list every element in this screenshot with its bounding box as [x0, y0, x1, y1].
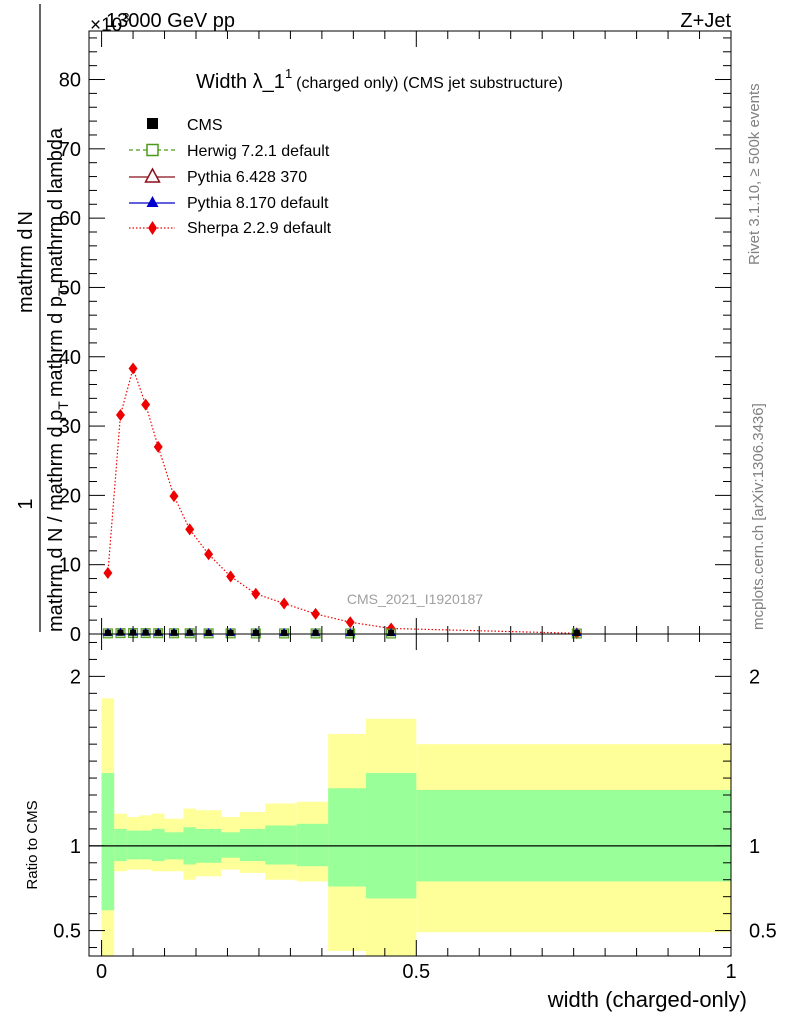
sherpa-point — [204, 548, 214, 561]
sherpa-point — [103, 567, 113, 580]
x-axis-label: width (charged-only) — [547, 987, 747, 1012]
legend-pythia8: Pythia 8.170 default — [129, 195, 329, 212]
legend-herwig-label: Herwig 7.2.1 default — [187, 143, 330, 160]
y-tick-label: 40 — [59, 347, 81, 369]
ratio-y-tick-label-right: 0.5 — [749, 921, 777, 943]
cms-point — [170, 629, 177, 636]
main-x-ticks — [101, 31, 732, 634]
sherpa-point — [115, 408, 125, 421]
sherpa-point — [141, 398, 151, 411]
legend-pythia8-label: Pythia 8.170 default — [187, 195, 329, 212]
cms-point — [388, 630, 395, 636]
ratio-bands — [101, 698, 731, 956]
cms-point — [117, 629, 124, 636]
cms-point — [130, 629, 137, 636]
header-exponent-power: 3 — [122, 10, 129, 25]
chart-title-suffix: (charged only) (CMS jet substructure) — [296, 75, 563, 92]
chart-title-sup: 1 — [285, 66, 292, 81]
cms-point — [104, 629, 111, 636]
watermark: CMS_2021_I1920187 — [347, 591, 483, 607]
legend-pythia6-label: Pythia 6.428 370 — [187, 169, 307, 186]
ratio-panel: 0.5 0.51 12 2 0 0.5 1 Ratio to CMS width (cha… — [24, 633, 777, 1012]
cms-series — [102, 627, 582, 639]
cms-point — [573, 630, 580, 636]
header-right: Z+Jet — [680, 10, 731, 32]
y-tick-label: 20 — [59, 485, 81, 507]
main-y-ticks: 0 10 20 30 40 50 60 70 80 — [59, 37, 731, 646]
rivet-label: Rivet 3.1.10, ≥ 500k events — [746, 83, 763, 265]
cms-point — [227, 629, 234, 636]
x-tick-label: 0.5 — [402, 961, 430, 983]
y-tick-label: 70 — [59, 139, 81, 161]
main-frame — [88, 30, 732, 635]
legend-sherpa: Sherpa 2.2.9 default — [129, 220, 332, 237]
legend-cms: CMS — [147, 117, 223, 134]
inner-band-bin — [139, 830, 152, 860]
header-left: 13000 GeV pp — [106, 10, 235, 32]
chart-title: Width λ_11 (charged only) (CMS jet substr… — [196, 66, 563, 93]
sherpa-point — [226, 570, 236, 583]
ratio-y-tick-label: 0.5 — [53, 921, 81, 943]
sherpa-line — [107, 366, 577, 634]
ratio-y-tick-label-right: 1 — [749, 836, 760, 858]
y-tick-label: 60 — [59, 208, 81, 230]
cms-point — [205, 629, 212, 636]
cms-point — [186, 629, 193, 636]
cms-point — [281, 629, 288, 636]
main-panel: 0 10 20 30 40 50 60 70 80 Width λ_11 (charged onl… — [59, 30, 732, 646]
inner-band-bin — [221, 832, 241, 858]
legend-pythia6: Pythia 6.428 370 — [129, 167, 307, 186]
inner-band-bin — [101, 772, 115, 911]
ylabel-numerator: mathrm dN — [15, 211, 37, 313]
cms-point — [142, 629, 149, 636]
ratio-y-tick-label: 1 — [70, 836, 81, 858]
inner-band-bin — [126, 830, 140, 860]
legend-herwig: Herwig 7.2.1 default — [129, 143, 330, 160]
sherpa-series — [103, 362, 582, 640]
ylabel-denominator: mathrm d N / mathrm d pTmathrm d pTmathr… — [45, 127, 71, 632]
inner-band-bin — [296, 823, 329, 867]
ratio-y-tick-label-right: 2 — [749, 666, 760, 688]
cms-point — [347, 630, 354, 636]
mcplots-label: mcplots.cern.ch [arXiv:1306.3436] — [750, 403, 767, 630]
inner-band-bin — [365, 772, 417, 899]
cms-point — [155, 629, 162, 636]
inner-band-bin — [265, 825, 297, 865]
y-tick-label: 0 — [70, 624, 81, 646]
chart-title-main: Width λ_1 — [196, 71, 285, 93]
sherpa-point — [128, 362, 138, 375]
inner-band-bin — [416, 789, 731, 882]
ratio-y-ticks: 0.5 0.5 1 1 2 2 — [53, 641, 777, 949]
sherpa-point — [153, 440, 163, 453]
cms-point — [252, 629, 259, 636]
ylabel-one: 1 — [15, 498, 37, 509]
sherpa-point — [311, 607, 321, 620]
inner-band-bin — [151, 828, 165, 862]
main-y-axis-label: 1 mathrm d N / mathrm d pTmathrm d pTmat… — [15, 4, 71, 632]
y-tick-label: 50 — [59, 277, 81, 299]
cms-point — [312, 629, 319, 636]
inner-band-bin — [114, 828, 127, 862]
y-tick-label: 30 — [59, 416, 81, 438]
inner-band-bin — [328, 788, 366, 887]
legend-cms-label: CMS — [187, 117, 223, 134]
sherpa-point — [279, 597, 289, 610]
sherpa-point — [185, 523, 195, 536]
inner-band-bin — [240, 828, 266, 862]
x-tick-label: 0 — [96, 961, 107, 983]
x-tick-label: 1 — [725, 961, 736, 983]
ratio-y-axis-label: Ratio to CMS — [24, 800, 41, 889]
ratio-y-tick-label: 2 — [70, 666, 81, 688]
sherpa-point — [169, 490, 179, 503]
y-tick-label: 10 — [59, 555, 81, 577]
ratio-x-ticks: 0 0.5 1 — [96, 634, 737, 983]
sherpa-point — [251, 587, 261, 600]
legend-sherpa-label: Sherpa 2.2.9 default — [187, 220, 332, 237]
legend: CMS Herwig 7.2.1 default Pythia 6.428 37… — [129, 117, 332, 237]
sherpa-point — [345, 616, 355, 629]
y-tick-label: 80 — [59, 70, 81, 92]
